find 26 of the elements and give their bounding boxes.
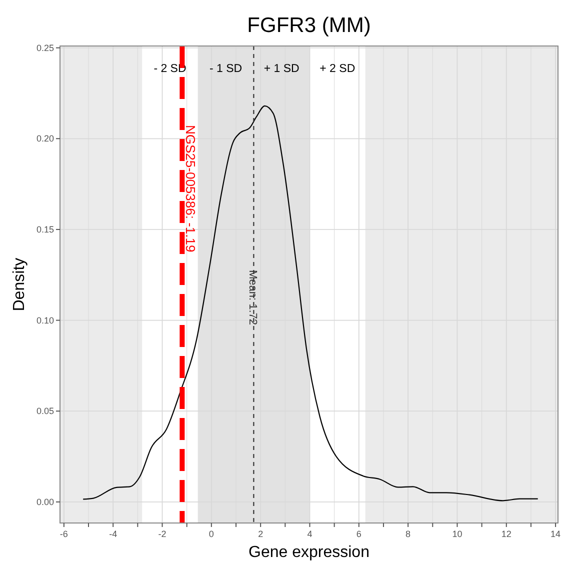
y-tick-label: 0.05 [36, 406, 54, 416]
band-label: + 1 SD [264, 62, 300, 75]
x-tick-label: 0 [208, 529, 214, 539]
x-tick-label: -6 [60, 529, 68, 539]
y-tick-label: 0.10 [36, 315, 54, 326]
x-tick-label: -4 [109, 529, 118, 539]
x-tick-label: 10 [452, 529, 462, 539]
x-tick-label: -2 [158, 529, 166, 539]
ref-line-label: NGS25-005386: -1.19 [183, 125, 198, 252]
x-tick-label: 6 [356, 529, 362, 539]
y-axis-title: Density [11, 258, 28, 312]
x-tick-label: 14 [550, 529, 561, 539]
x-tick-label: 4 [307, 529, 312, 539]
ref-line-label: Mean: 1.72 [246, 270, 259, 326]
x-tick-label: 2 [258, 529, 264, 539]
y-tick-label: 0.25 [36, 42, 54, 53]
chart-title: FGFR3 (MM) [247, 14, 371, 37]
x-tick-label: 12 [501, 529, 512, 539]
y-tick-label: 0.00 [36, 496, 54, 507]
band-label: - 1 SD [210, 62, 242, 75]
band-label: + 2 SD [320, 62, 356, 75]
y-tick-label: 0.15 [36, 224, 54, 234]
x-axis-title: Gene expression [248, 544, 370, 561]
x-tick-label: 8 [406, 529, 411, 539]
line-series [82, 105, 538, 502]
y-tick-label: 0.20 [36, 134, 54, 144]
